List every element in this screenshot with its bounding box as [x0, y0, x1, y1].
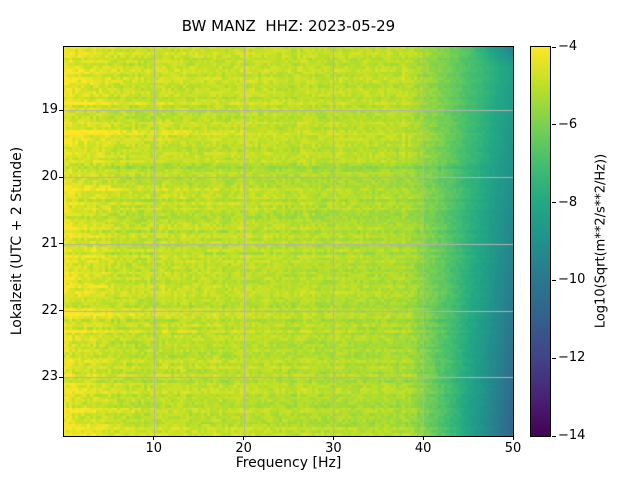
y-tick-label: 22 — [41, 302, 58, 318]
x-tick-label: 20 — [235, 441, 252, 456]
x-tick-label: 30 — [325, 441, 342, 456]
y-tick-label: 20 — [41, 169, 58, 185]
colorbar-tick-label: −8 — [558, 194, 578, 210]
y-tick-label: 19 — [41, 102, 58, 118]
x-tick-label: 50 — [504, 441, 522, 456]
colorbar-label: Log10(Sqrt(m**2/s**2/Hz)) — [593, 153, 609, 329]
colorbar-tick-label: −4 — [558, 39, 578, 54]
x-axis-label: Frequency [Hz] — [235, 455, 342, 471]
spectrogram-plot — [63, 46, 514, 437]
colorbar-tick-mark — [552, 124, 556, 126]
colorbar-tick-mark — [552, 435, 556, 437]
colorbar-tick-mark — [552, 357, 556, 359]
x-tick-mark — [422, 436, 424, 440]
colorbar-tick-mark — [552, 202, 556, 204]
colorbar-tick-mark — [552, 279, 556, 281]
colorbar-tick-label: −14 — [558, 428, 586, 443]
spectrogram-canvas — [64, 47, 513, 436]
y-tick-mark — [59, 109, 63, 111]
colorbar-canvas — [531, 47, 550, 436]
y-tick-label: 23 — [41, 369, 58, 385]
colorbar-tick-label: −12 — [558, 350, 586, 366]
y-tick-mark — [59, 376, 63, 378]
y-tick-label: 21 — [41, 235, 58, 251]
x-tick-label: 10 — [145, 441, 163, 456]
x-tick-label: 40 — [414, 441, 432, 456]
colorbar-tick-mark — [552, 46, 556, 48]
y-tick-mark — [59, 310, 63, 312]
y-tick-mark — [59, 176, 63, 178]
x-tick-mark — [153, 436, 155, 440]
colorbar — [530, 46, 551, 437]
colorbar-tick-label: −10 — [558, 272, 586, 288]
colorbar-tick-label: −6 — [558, 116, 578, 132]
x-tick-mark — [243, 436, 245, 440]
y-axis-label: Lokalzeit (UTC + 2 Stunde) — [9, 146, 25, 336]
x-tick-mark — [512, 436, 514, 440]
y-tick-mark — [59, 243, 63, 245]
x-tick-mark — [332, 436, 334, 440]
plot-title: BW MANZ HHZ: 2023-05-29 — [181, 17, 396, 35]
